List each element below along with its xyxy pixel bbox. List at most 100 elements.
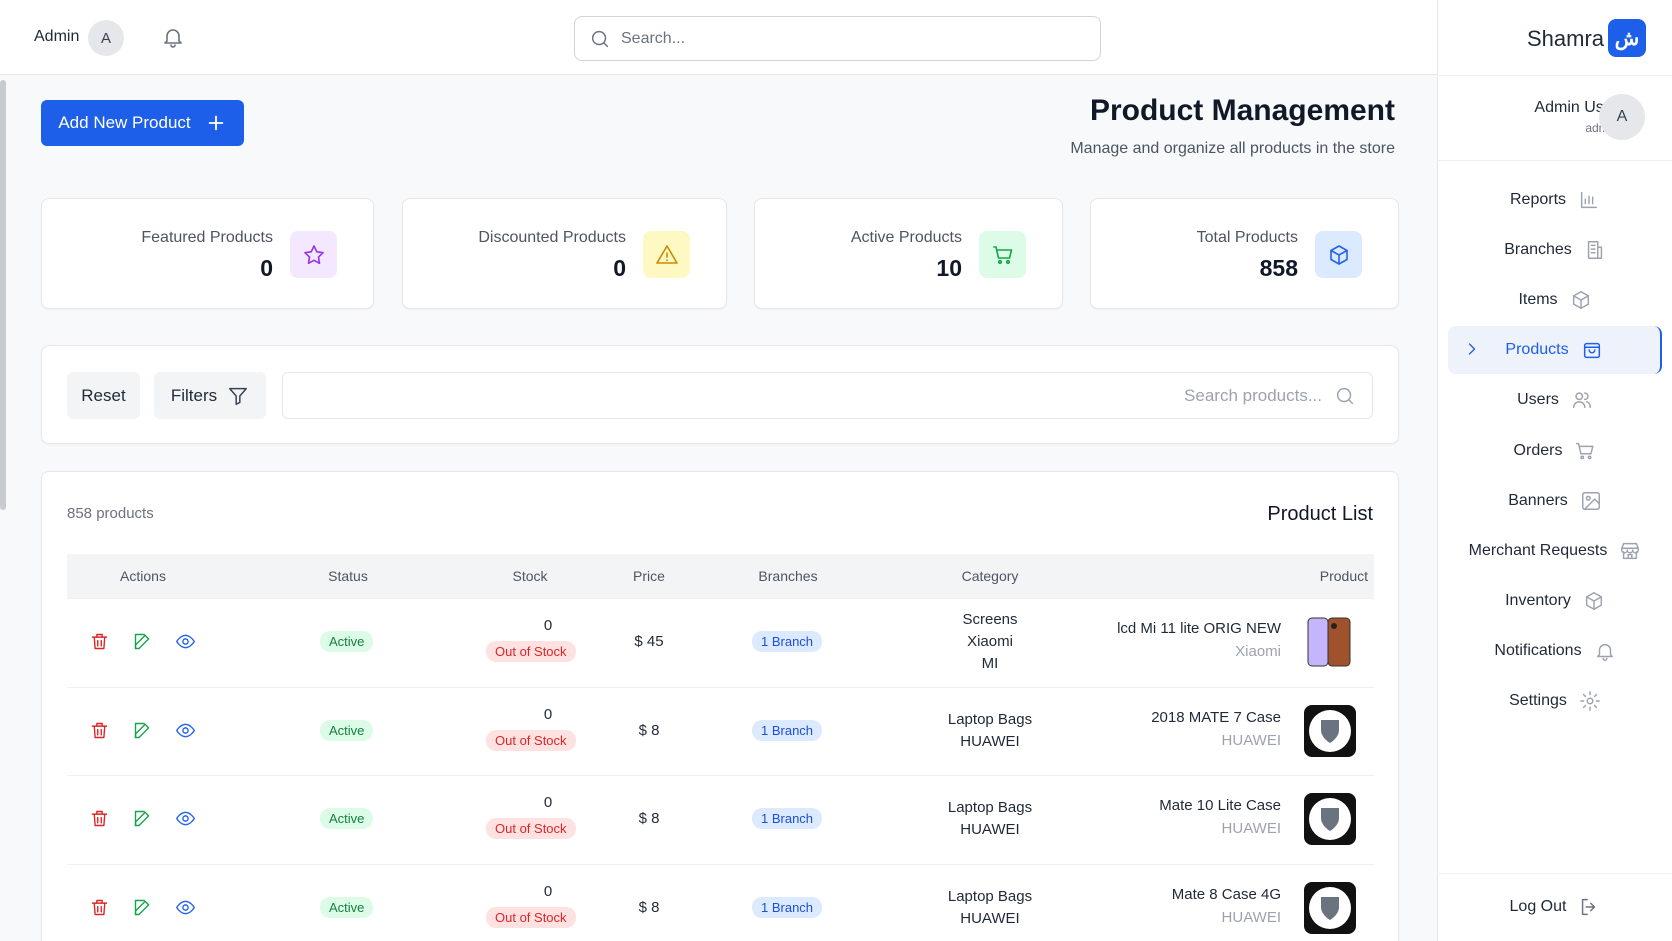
nav-label: Branches <box>1504 241 1572 259</box>
edit-button[interactable] <box>132 808 153 834</box>
branch-badge: 1 Branch <box>752 631 823 652</box>
sidebar <box>1437 0 1672 941</box>
nav-label: Merchant Requests <box>1468 541 1608 559</box>
stat-icon <box>643 231 690 278</box>
row-divider <box>67 598 1374 599</box>
stock-badge: Out of Stock <box>486 818 576 839</box>
nav-item[interactable]: Notifications <box>1448 627 1662 675</box>
logout[interactable]: Log Out <box>1448 885 1662 929</box>
nav-icon <box>1581 339 1603 361</box>
product-name: Mate 8 Case 4G <box>1171 885 1281 903</box>
brand: Shamra <box>1527 26 1605 51</box>
category-line: HUAWEI <box>960 821 1020 838</box>
stat-value: 0 <box>260 255 273 281</box>
table-card: 858 products Product List Actions Status Sto… <box>41 471 1399 941</box>
add-product-button[interactable]: Add New Product <box>41 100 244 146</box>
stat-value: 10 <box>936 255 962 281</box>
column-header: Price <box>633 568 665 584</box>
notifications[interactable] <box>161 25 185 54</box>
product-image <box>1304 616 1356 673</box>
edit-button[interactable] <box>132 720 153 746</box>
stat-label: Discounted Products <box>478 229 626 246</box>
row-divider <box>67 775 1374 776</box>
status-badge: Active <box>320 896 374 918</box>
nav-label: Reports <box>1509 191 1567 208</box>
divider <box>1437 873 1672 874</box>
delete-button[interactable] <box>89 897 110 923</box>
page-title: Product Management <box>1089 94 1395 127</box>
category-line: Laptop Bags <box>947 799 1033 816</box>
stat-value: 0 <box>613 255 626 281</box>
nav-icon <box>1570 289 1592 311</box>
reset-button[interactable]: Reset <box>67 372 140 419</box>
add-icon <box>205 112 227 134</box>
nav-icon <box>1580 490 1602 512</box>
category-line: MI <box>981 655 999 672</box>
price: $ 8 <box>638 898 660 916</box>
nav-item[interactable]: Inventory <box>1448 577 1662 625</box>
delete-button[interactable] <box>89 808 110 834</box>
view-button[interactable] <box>175 631 196 657</box>
nav-chevron <box>1462 339 1482 364</box>
stat-icon <box>290 231 337 278</box>
nav-icon <box>1594 640 1616 662</box>
add-label: Add New Product <box>58 113 191 132</box>
filters-icon <box>227 385 249 407</box>
branch-badge: 1 Branch <box>752 719 823 741</box>
product-name: 2018 MATE 7 Case <box>1151 708 1281 726</box>
view-button[interactable] <box>175 897 196 923</box>
status-badge: Active <box>320 631 374 652</box>
view-button[interactable] <box>175 720 196 746</box>
nav-item[interactable]: Branches <box>1448 226 1662 274</box>
nav-item[interactable]: Reports <box>1448 176 1662 224</box>
stat-icon <box>1315 231 1362 278</box>
price: $ 45 <box>634 633 664 650</box>
product-name: lcd Mi 11 lite ORIG NEW <box>1117 620 1281 637</box>
stock-badge: Out of Stock <box>486 906 576 928</box>
delete-button[interactable] <box>89 720 110 746</box>
column-header: Category <box>961 568 1019 584</box>
nav-item[interactable]: Items <box>1448 276 1662 324</box>
nav-item[interactable]: Orders <box>1448 427 1662 475</box>
search-box[interactable]: Search... <box>574 16 1101 61</box>
filters-button[interactable]: Filters <box>154 372 266 419</box>
edit-button[interactable] <box>132 631 153 657</box>
nav-label: Orders <box>1513 441 1563 459</box>
column-header: Actions <box>120 568 166 584</box>
nav-label: Products <box>1505 341 1569 359</box>
nav-item[interactable]: Settings <box>1448 677 1662 725</box>
nav-item[interactable]: Users <box>1448 376 1662 424</box>
product-search[interactable]: Search products... <box>282 372 1373 419</box>
user-name: Admin <box>34 28 80 45</box>
stat-label: Total Products <box>1196 229 1298 246</box>
stock-value: 0 <box>543 705 553 723</box>
avatar: A <box>88 20 124 56</box>
table-header <box>67 554 1374 598</box>
row-divider <box>67 863 1374 865</box>
product-image <box>1304 881 1356 939</box>
delete-button[interactable] <box>89 631 110 657</box>
category-line: Laptop Bags <box>947 710 1033 728</box>
stat-card: Total Products 858 <box>1090 198 1399 309</box>
column-header: Stock <box>512 568 548 584</box>
view-button[interactable] <box>175 808 196 834</box>
nav-item[interactable]: Merchant Requests <box>1448 527 1662 575</box>
stock-badge: Out of Stock <box>486 641 576 662</box>
search-icon <box>589 28 611 55</box>
category-line: HUAWEI <box>960 909 1020 927</box>
stat-card: Featured Products 0 <box>41 198 374 309</box>
stat-card: Active Products 10 <box>754 198 1063 309</box>
logout-label: Log Out <box>1509 898 1567 915</box>
price: $ 8 <box>638 721 660 739</box>
table-title: Product List <box>1267 503 1373 525</box>
nav-label: Notifications <box>1494 641 1582 659</box>
category-line: Laptop Bags <box>947 887 1033 905</box>
nav-item[interactable]: Banners <box>1448 477 1662 525</box>
edit-button[interactable] <box>132 897 153 923</box>
nav-icon <box>1578 189 1600 211</box>
row-divider <box>67 686 1374 688</box>
nav-label: Items <box>1518 291 1558 309</box>
nav-item[interactable]: Products <box>1448 326 1662 375</box>
nav-label: Settings <box>1509 692 1567 709</box>
